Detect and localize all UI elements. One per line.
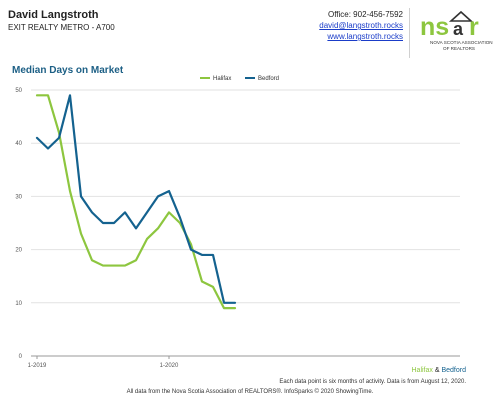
bottom-legend-halifax: Halifax <box>411 367 433 374</box>
chart-title: Median Days on Market <box>12 65 124 76</box>
legend-label-halifax: Halifax <box>213 76 231 82</box>
source-note: All data from the Nova Scotia Associatio… <box>126 389 374 395</box>
agent-office: EXIT REALTY METRO - A700 <box>8 23 115 32</box>
nsar-logo: ns a r NOVA SCOTIA ASSOCIATION OF REALTO… <box>420 10 493 51</box>
office-phone: Office: 902-456-7592 <box>327 10 403 19</box>
y-tick-label: 20 <box>15 248 22 254</box>
svg-text:ns: ns <box>420 13 449 41</box>
y-tick-label: 10 <box>15 301 22 307</box>
email-link[interactable]: david@langstroth.rocks <box>319 21 403 30</box>
website-link[interactable]: www.langstroth.rocks <box>327 32 403 41</box>
bottom-legend-bedford: Bedford <box>441 367 466 374</box>
y-tick-label: 30 <box>15 194 22 200</box>
logo-divider <box>409 8 410 58</box>
contact-block: Office: 902-456-7592 david@langstroth.ro… <box>319 9 403 42</box>
series-line-halifax <box>35 94 237 310</box>
svg-text:r: r <box>469 13 479 41</box>
logo-line2: OF REALTORS <box>443 46 475 51</box>
data-note: Each data point is six months of activit… <box>279 379 466 385</box>
x-tick-label: 1-2019 <box>28 363 47 369</box>
x-tick-label: 1-2020 <box>160 363 179 369</box>
y-tick-label: 0 <box>19 354 23 360</box>
y-tick-label: 40 <box>15 141 22 147</box>
agent-name: David Langstroth <box>8 9 99 21</box>
bottom-legend-amp: & <box>432 367 442 374</box>
series-line-bedford <box>35 94 237 304</box>
svg-text:a: a <box>453 19 464 39</box>
bottom-legend: Halifax & Bedford <box>412 367 467 374</box>
legend-label-bedford: Bedford <box>258 76 279 82</box>
logo-line1: NOVA SCOTIA ASSOCIATION <box>430 40 493 45</box>
y-tick-label: 50 <box>15 88 22 94</box>
